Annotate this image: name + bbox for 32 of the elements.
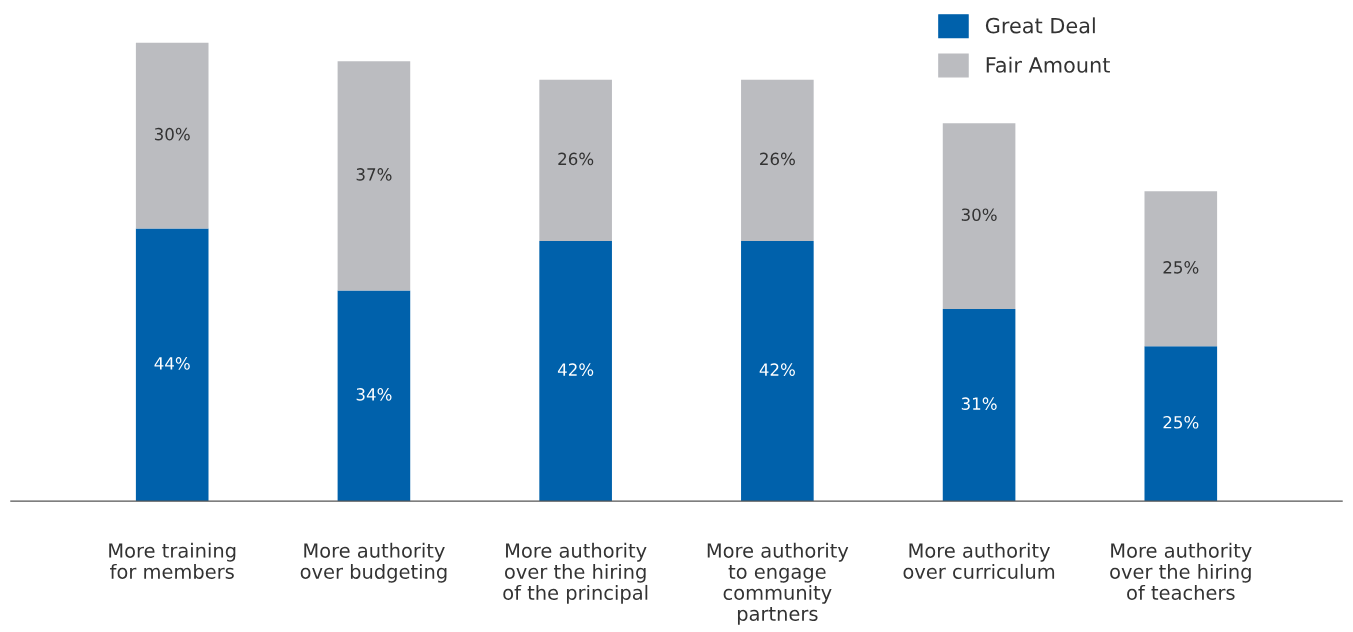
x-tick-label: More authority to engage community partners [707,542,849,625]
data-label: 26% [760,152,795,166]
data-label: 42% [759,363,795,376]
bar [741,240,814,502]
bar [1144,346,1218,502]
data-label: 26% [558,152,594,166]
bar [337,61,411,291]
legend-label: Great Deal [985,17,1095,34]
x-tick-label: More authority over budgeting [300,542,447,583]
data-label: 31% [961,397,997,410]
bar [1144,191,1218,347]
bar [135,42,209,229]
data-label: 25% [1163,261,1199,274]
bar [942,123,1016,310]
bar [135,228,209,502]
data-label: 37% [356,168,392,181]
bar [539,79,612,241]
data-label: 44% [154,357,190,370]
legend-label: Fair Amount [986,56,1110,73]
bar [539,240,612,502]
data-label: 42% [557,363,594,376]
x-tick-label: More authority over the hiring of the principal [503,542,648,604]
data-label: 25% [1163,415,1199,429]
data-label: 30% [154,127,190,141]
bar [741,79,814,241]
data-label: 30% [961,208,997,221]
bar [337,290,411,502]
x-tick-label: More authority over curriculum [903,542,1055,579]
x-tick-label: More authority over the hiring of teachers [1110,542,1252,600]
bar [942,309,1016,502]
data-label: 34% [356,388,392,401]
x-tick-label: More training for members [109,542,236,579]
